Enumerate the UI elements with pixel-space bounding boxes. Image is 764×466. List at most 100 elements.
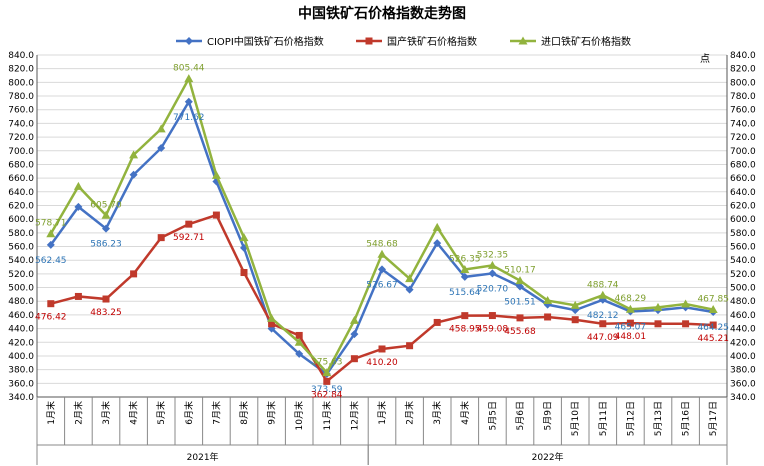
data-point [488,312,496,320]
y-tick-label-left: 740.0 [8,119,34,129]
x-tick-label: 12月末 [348,401,360,430]
data-label: 467.85 [697,295,729,305]
data-point [184,74,194,83]
y-axis-right: 340.0 360.0 380.0 400.0 420.0 440.0 460.0 480.0… [730,51,756,403]
data-point [102,224,110,233]
data-label: 410.20 [366,358,398,368]
data-point [405,285,414,294]
data-point [516,314,524,322]
series-group [46,74,718,385]
data-label: 805.44 [173,64,205,74]
data-point [101,210,111,219]
y-tick-label-left: 400.0 [8,352,34,362]
data-point [130,270,138,278]
data-point [653,302,663,311]
data-label: 483.25 [90,308,122,318]
y-tick-label-right: 680.0 [730,160,756,170]
data-label: 586.23 [90,240,122,250]
x-axis: 1月末 2月末 3月末 4月末 5月末 6月末 7月末 8月末 9月末 10月末 11月末 12月末 1… [36,397,728,465]
data-point [570,300,580,309]
y-tick-label-left: 460.0 [8,311,34,321]
x-tick-label: 5月16日 [681,401,692,436]
data-point [460,265,470,274]
y-tick-label-right: 760.0 [730,106,756,116]
axes [36,55,728,398]
data-point [516,282,524,291]
x-tick-label: 5月末 [155,401,167,425]
data-point [625,304,635,313]
y-tick-label-left: 380.0 [8,366,34,376]
y-tick-label-left: 700.0 [8,147,34,157]
y-tick-label-right: 360.0 [730,379,756,389]
data-point [488,269,497,278]
data-point [322,368,332,377]
data-label: 447.09 [587,333,619,343]
data-point [295,331,303,339]
y-tick-label-right: 480.0 [730,297,756,307]
data-point [433,239,442,248]
y-tick-label-left: 420.0 [8,338,34,348]
y-tick-label-left: 560.0 [8,243,34,253]
data-point [515,276,525,285]
data-label: 448.01 [615,332,647,342]
x-tick-label: 4月末 [128,401,140,425]
data-point [294,337,304,346]
y-tick-label-left: 840.0 [8,51,34,61]
y-tick-label-right: 540.0 [730,256,756,266]
y-tick-label-right: 340.0 [730,393,756,403]
y-tick-label-right: 520.0 [730,270,756,280]
legend-label: 国产铁矿石价格指数 [387,35,477,48]
y-tick-label-left: 640.0 [8,188,34,198]
data-point [46,240,55,249]
y-tick-label-left: 680.0 [8,160,34,170]
data-point [682,320,690,328]
data-point [268,320,276,328]
x-tick-label: 4月末 [459,401,471,425]
year-label: 2021年 [187,451,219,463]
y-tick-label-right: 420.0 [730,338,756,348]
data-point [487,260,497,269]
data-point [365,37,373,45]
y-tick-label-right: 380.0 [730,366,756,376]
data-label: 515.64 [449,288,481,298]
y-tick-label-left: 340.0 [8,393,34,403]
y-tick-label-right: 720.0 [730,133,756,143]
data-label: 455.68 [504,327,536,337]
data-point [708,305,718,314]
y-tick-label-right: 600.0 [730,215,756,225]
data-label: 526.67 [366,280,398,290]
x-tick-label: 5月13日 [653,401,664,436]
x-tick-label: 1月末 [45,401,57,425]
data-point [681,299,691,308]
y-tick-label-left: 780.0 [8,92,34,102]
data-point [406,342,414,350]
data-point [654,320,662,328]
data-label: 362.84 [311,390,343,400]
y-tick-label-right: 400.0 [730,352,756,362]
data-label: 562.45 [35,256,67,266]
y-tick-label-left: 440.0 [8,325,34,335]
data-point [74,292,82,300]
data-label: 445.21 [697,334,729,344]
y-tick-label-left: 720.0 [8,133,34,143]
data-point [709,321,717,329]
data-label: 488.74 [587,280,619,290]
y-tick-label-right: 800.0 [730,78,756,88]
data-point [323,377,331,385]
x-tick-label: 7月末 [210,401,222,425]
x-tick-label: 5月10日 [570,401,581,436]
data-point [599,320,607,328]
data-point [184,97,193,106]
x-tick-label: 9月末 [266,401,278,425]
y-tick-label-left: 620.0 [8,201,34,211]
data-label: 771.62 [173,113,205,123]
y-tick-label-right: 580.0 [730,229,756,239]
data-label: 605.70 [90,200,122,210]
y-tick-label-right: 780.0 [730,92,756,102]
data-label: 458.95 [449,325,481,335]
data-label: 459.08 [477,325,509,335]
x-tick-label: 11月末 [321,401,333,430]
data-label: 592.71 [173,233,205,243]
data-point [378,265,386,274]
data-point [185,37,193,45]
